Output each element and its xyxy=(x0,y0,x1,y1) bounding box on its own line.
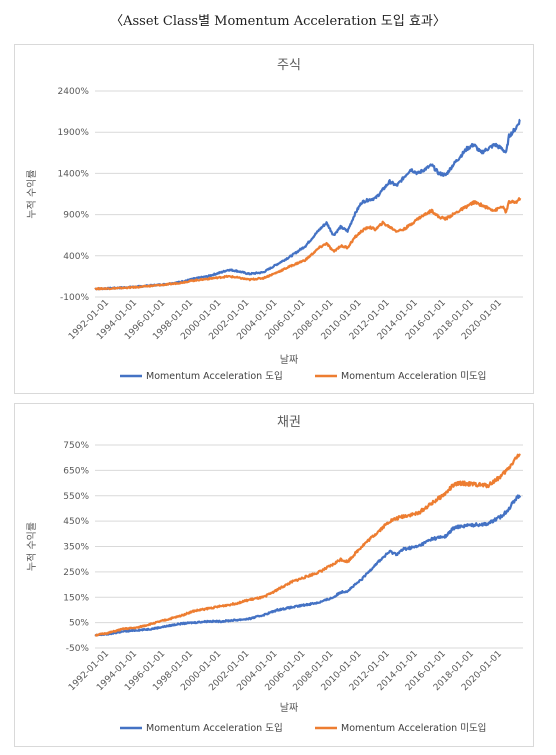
y-tick-label: 150% xyxy=(63,593,89,603)
y-tick-label: 50% xyxy=(69,619,89,629)
y-tick-label: 900% xyxy=(63,211,89,221)
chart-title: 주식 xyxy=(277,58,301,73)
legend-label: Momentum Acceleration 도입 xyxy=(146,370,283,382)
y-tick-label: 550% xyxy=(63,492,89,502)
series-line xyxy=(94,197,522,291)
legend-label: Momentum Acceleration 미도입 xyxy=(341,370,486,382)
bond-chart: 채권750%650%550%450%350%250%150%50%-50%199… xyxy=(26,415,523,734)
series-line xyxy=(94,118,521,291)
chart-title: 채권 xyxy=(277,415,301,430)
page-title: 〈Asset Class별 Momentum Acceleration 도입 효… xyxy=(110,14,446,29)
y-tick-label: 400% xyxy=(63,252,89,262)
y-tick-label: 250% xyxy=(63,568,89,578)
legend-label: Momentum Acceleration 미도입 xyxy=(341,722,486,734)
y-tick-label: 1400% xyxy=(58,169,90,179)
y-tick-label: -50% xyxy=(66,644,90,654)
y-tick-label: 750% xyxy=(63,441,89,451)
y-axis-label: 누적 수익률 xyxy=(26,522,38,571)
bond-chart-panel: 채권 750% 650% 550% 450% 350% 250% 150% 50% -50% 199… xyxy=(14,403,534,747)
y-tick-label: 650% xyxy=(63,466,89,476)
y-tick-label: 2400% xyxy=(58,87,90,97)
y-tick-label: -100% xyxy=(60,293,89,303)
x-axis-label: 날짜 xyxy=(280,702,298,714)
equity-chart: 주식2400%1900%1400%900%400%-100%1992-01-01… xyxy=(26,58,523,382)
y-tick-label: 1900% xyxy=(58,128,90,138)
equity-chart-panel: 주식 2400% 1900% 1400% 900% 400% -100% 1992-01-01… xyxy=(14,44,534,394)
y-tick-label: 350% xyxy=(63,543,89,553)
y-axis-label: 누적 수익률 xyxy=(26,169,38,218)
legend-label: Momentum Acceleration 도입 xyxy=(146,722,283,734)
y-tick-label: 450% xyxy=(63,517,89,527)
x-axis-label: 날짜 xyxy=(280,354,298,366)
series-line xyxy=(94,453,521,637)
series-line xyxy=(94,494,522,637)
